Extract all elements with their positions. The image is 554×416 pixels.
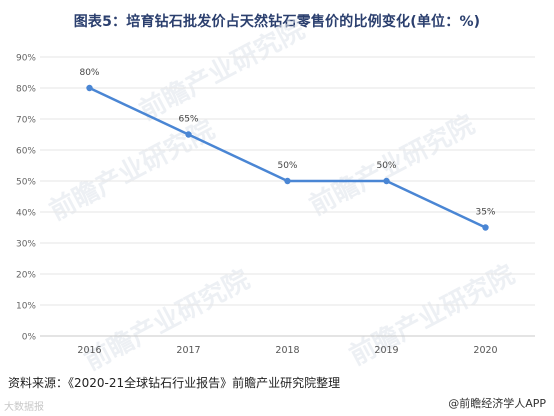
y-tick-label: 70% [16, 116, 36, 126]
x-axis-ticks: 2016 2017 2018 2019 2020 [77, 345, 497, 356]
y-tick-label: 10% [16, 302, 36, 312]
x-tick-label: 2019 [374, 345, 398, 356]
source-note: 资料来源：《2020-21全球钻石行业报告》前瞻产业研究院整理 [8, 376, 341, 390]
data-point [482, 224, 489, 231]
y-tick-label: 60% [16, 147, 36, 157]
data-labels: 80% 65% 50% 50% 35% [79, 68, 495, 218]
x-tick-label: 2018 [275, 345, 299, 356]
corner-logo: 大数据报 [4, 402, 44, 413]
data-label: 35% [475, 208, 495, 218]
y-tick-label: 90% [16, 54, 36, 64]
x-tick-label: 2020 [473, 345, 497, 356]
y-tick-label: 30% [16, 240, 36, 250]
y-axis-ticks: 0% 10% 20% 30% 40% 50% 60% 70% 80% 90% [16, 54, 36, 343]
brand-credit: @前瞻经济学人APP [448, 397, 546, 410]
line-chart: 0%10%20%30%40%50%60%70%80%90% 2016 2017 20… [16, 54, 535, 356]
series-line-path [88, 86, 487, 229]
x-tick-label: 2017 [176, 345, 200, 356]
data-point [383, 177, 390, 185]
y-tick-label: 40% [16, 209, 36, 219]
data-point [185, 131, 192, 138]
data-label: 65% [178, 115, 198, 125]
y-tick-label: 80% [16, 85, 36, 95]
x-tick-label: 2016 [77, 345, 101, 356]
y-tick-label: 50% [16, 178, 36, 188]
data-label: 50% [277, 161, 297, 171]
y-tick-label: 20% [16, 271, 36, 281]
y-tick-label: 0% [22, 333, 37, 343]
data-label: 80% [79, 68, 99, 78]
gridlines [40, 56, 535, 337]
series-line [86, 84, 489, 231]
data-point [86, 84, 93, 92]
chart-title: 图表5：培育钻石批发价占天然钻石零售价的比例变化(单位：%) [73, 14, 481, 30]
data-point [284, 177, 291, 185]
data-label: 50% [376, 161, 396, 171]
